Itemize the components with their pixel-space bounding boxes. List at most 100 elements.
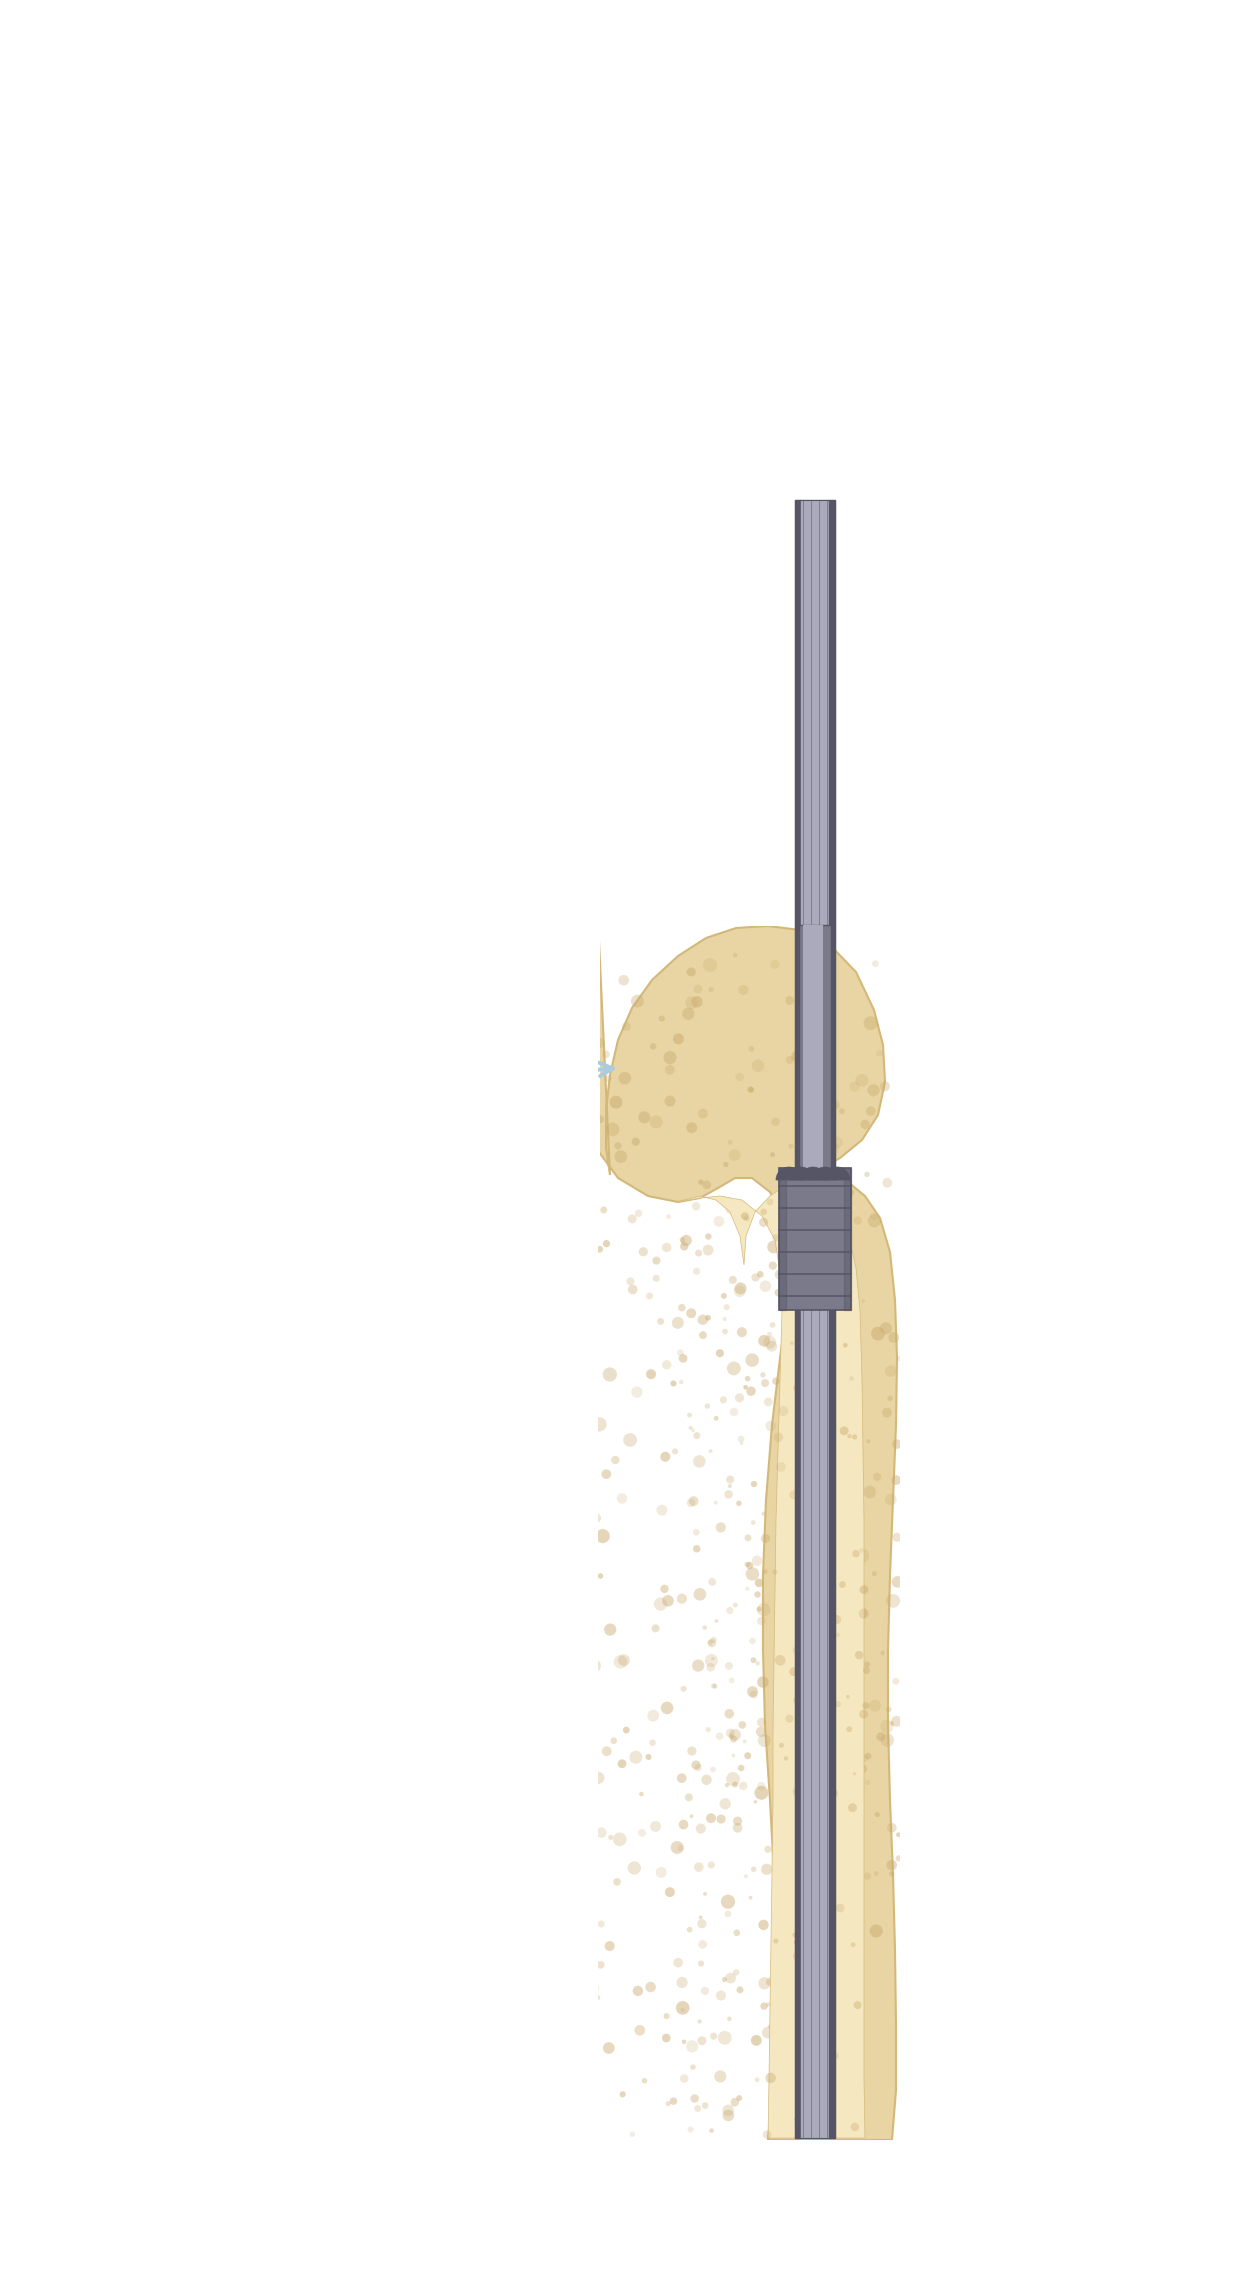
Circle shape bbox=[789, 1667, 798, 1677]
Polygon shape bbox=[779, 1169, 851, 1310]
Circle shape bbox=[825, 1961, 832, 1970]
Circle shape bbox=[225, 1984, 233, 1991]
Circle shape bbox=[733, 1822, 743, 1832]
Circle shape bbox=[197, 1761, 205, 1768]
Circle shape bbox=[680, 1686, 686, 1693]
Circle shape bbox=[695, 1251, 703, 1257]
Circle shape bbox=[885, 1365, 896, 1376]
Circle shape bbox=[280, 1779, 285, 1786]
Polygon shape bbox=[830, 0, 900, 925]
Circle shape bbox=[690, 2064, 695, 2071]
Circle shape bbox=[791, 1052, 801, 1062]
Circle shape bbox=[670, 1380, 676, 1387]
Circle shape bbox=[231, 1449, 240, 1456]
Circle shape bbox=[618, 1071, 631, 1084]
Circle shape bbox=[249, 1287, 259, 1298]
Circle shape bbox=[298, 1408, 304, 1412]
Circle shape bbox=[238, 1467, 243, 1469]
Circle shape bbox=[705, 1232, 711, 1239]
Circle shape bbox=[626, 1278, 635, 1285]
Circle shape bbox=[815, 2071, 821, 2078]
Circle shape bbox=[106, 1708, 109, 1713]
Circle shape bbox=[745, 1567, 759, 1581]
Circle shape bbox=[313, 1592, 317, 1597]
Circle shape bbox=[206, 1510, 212, 1517]
Circle shape bbox=[855, 1606, 867, 1620]
Circle shape bbox=[265, 1362, 273, 1369]
Circle shape bbox=[867, 1084, 880, 1096]
Circle shape bbox=[665, 1886, 675, 1898]
Circle shape bbox=[745, 1376, 750, 1380]
Circle shape bbox=[274, 1378, 285, 1390]
Circle shape bbox=[196, 1428, 205, 1437]
Circle shape bbox=[207, 1392, 211, 1396]
Circle shape bbox=[757, 1271, 764, 1278]
Circle shape bbox=[192, 1333, 196, 1337]
Circle shape bbox=[832, 2052, 838, 2059]
Circle shape bbox=[231, 1945, 235, 1950]
Circle shape bbox=[316, 1230, 326, 1239]
Circle shape bbox=[102, 2078, 111, 2084]
Circle shape bbox=[750, 1481, 757, 1488]
Circle shape bbox=[851, 2123, 860, 2132]
Circle shape bbox=[810, 2034, 813, 2039]
Circle shape bbox=[708, 1861, 715, 1868]
Circle shape bbox=[657, 1319, 664, 1326]
Circle shape bbox=[803, 1955, 810, 1961]
Circle shape bbox=[323, 2041, 331, 2050]
Circle shape bbox=[172, 1408, 180, 1415]
Circle shape bbox=[796, 1633, 804, 1642]
Circle shape bbox=[254, 1633, 258, 1638]
Circle shape bbox=[258, 1219, 261, 1221]
Circle shape bbox=[686, 1308, 696, 1319]
Circle shape bbox=[241, 2262, 249, 2269]
Circle shape bbox=[304, 1396, 313, 1406]
Circle shape bbox=[694, 1433, 700, 1440]
Circle shape bbox=[146, 1574, 156, 1583]
Circle shape bbox=[627, 1861, 641, 1875]
Circle shape bbox=[307, 1909, 316, 1918]
Circle shape bbox=[341, 647, 360, 663]
Circle shape bbox=[226, 1335, 231, 1339]
Circle shape bbox=[799, 1237, 804, 1244]
Circle shape bbox=[728, 1139, 733, 1146]
Circle shape bbox=[851, 1943, 856, 1948]
Circle shape bbox=[651, 1624, 660, 1633]
Circle shape bbox=[322, 1394, 331, 1403]
Circle shape bbox=[219, 1886, 226, 1893]
Circle shape bbox=[264, 2091, 270, 2098]
Polygon shape bbox=[210, 656, 349, 663]
Circle shape bbox=[760, 1533, 771, 1542]
Circle shape bbox=[723, 2105, 734, 2116]
Circle shape bbox=[678, 1845, 684, 1852]
Circle shape bbox=[265, 1859, 270, 1863]
Circle shape bbox=[332, 1658, 337, 1663]
Circle shape bbox=[259, 1515, 263, 1519]
Circle shape bbox=[264, 1838, 273, 1847]
Bar bbox=[228, 380, 258, 2221]
Circle shape bbox=[649, 1740, 656, 1745]
Circle shape bbox=[225, 2027, 234, 2037]
Circle shape bbox=[856, 1549, 870, 1563]
Circle shape bbox=[282, 1428, 288, 1433]
Circle shape bbox=[108, 1551, 113, 1556]
Circle shape bbox=[597, 1920, 605, 1927]
Circle shape bbox=[196, 1895, 200, 1900]
Circle shape bbox=[632, 1986, 644, 1996]
Circle shape bbox=[132, 2189, 142, 2198]
Circle shape bbox=[618, 975, 628, 986]
Circle shape bbox=[825, 1563, 837, 1576]
Circle shape bbox=[215, 1326, 225, 1337]
Circle shape bbox=[251, 2002, 258, 2009]
Circle shape bbox=[171, 1838, 177, 1843]
Circle shape bbox=[867, 1214, 881, 1228]
Circle shape bbox=[285, 1911, 289, 1916]
Circle shape bbox=[259, 1601, 266, 1608]
Circle shape bbox=[587, 995, 600, 1009]
Circle shape bbox=[260, 1642, 268, 1652]
Circle shape bbox=[820, 1686, 827, 1693]
Circle shape bbox=[171, 2059, 176, 2064]
Circle shape bbox=[344, 1369, 351, 1374]
Circle shape bbox=[683, 1007, 694, 1021]
Circle shape bbox=[199, 2264, 209, 2273]
